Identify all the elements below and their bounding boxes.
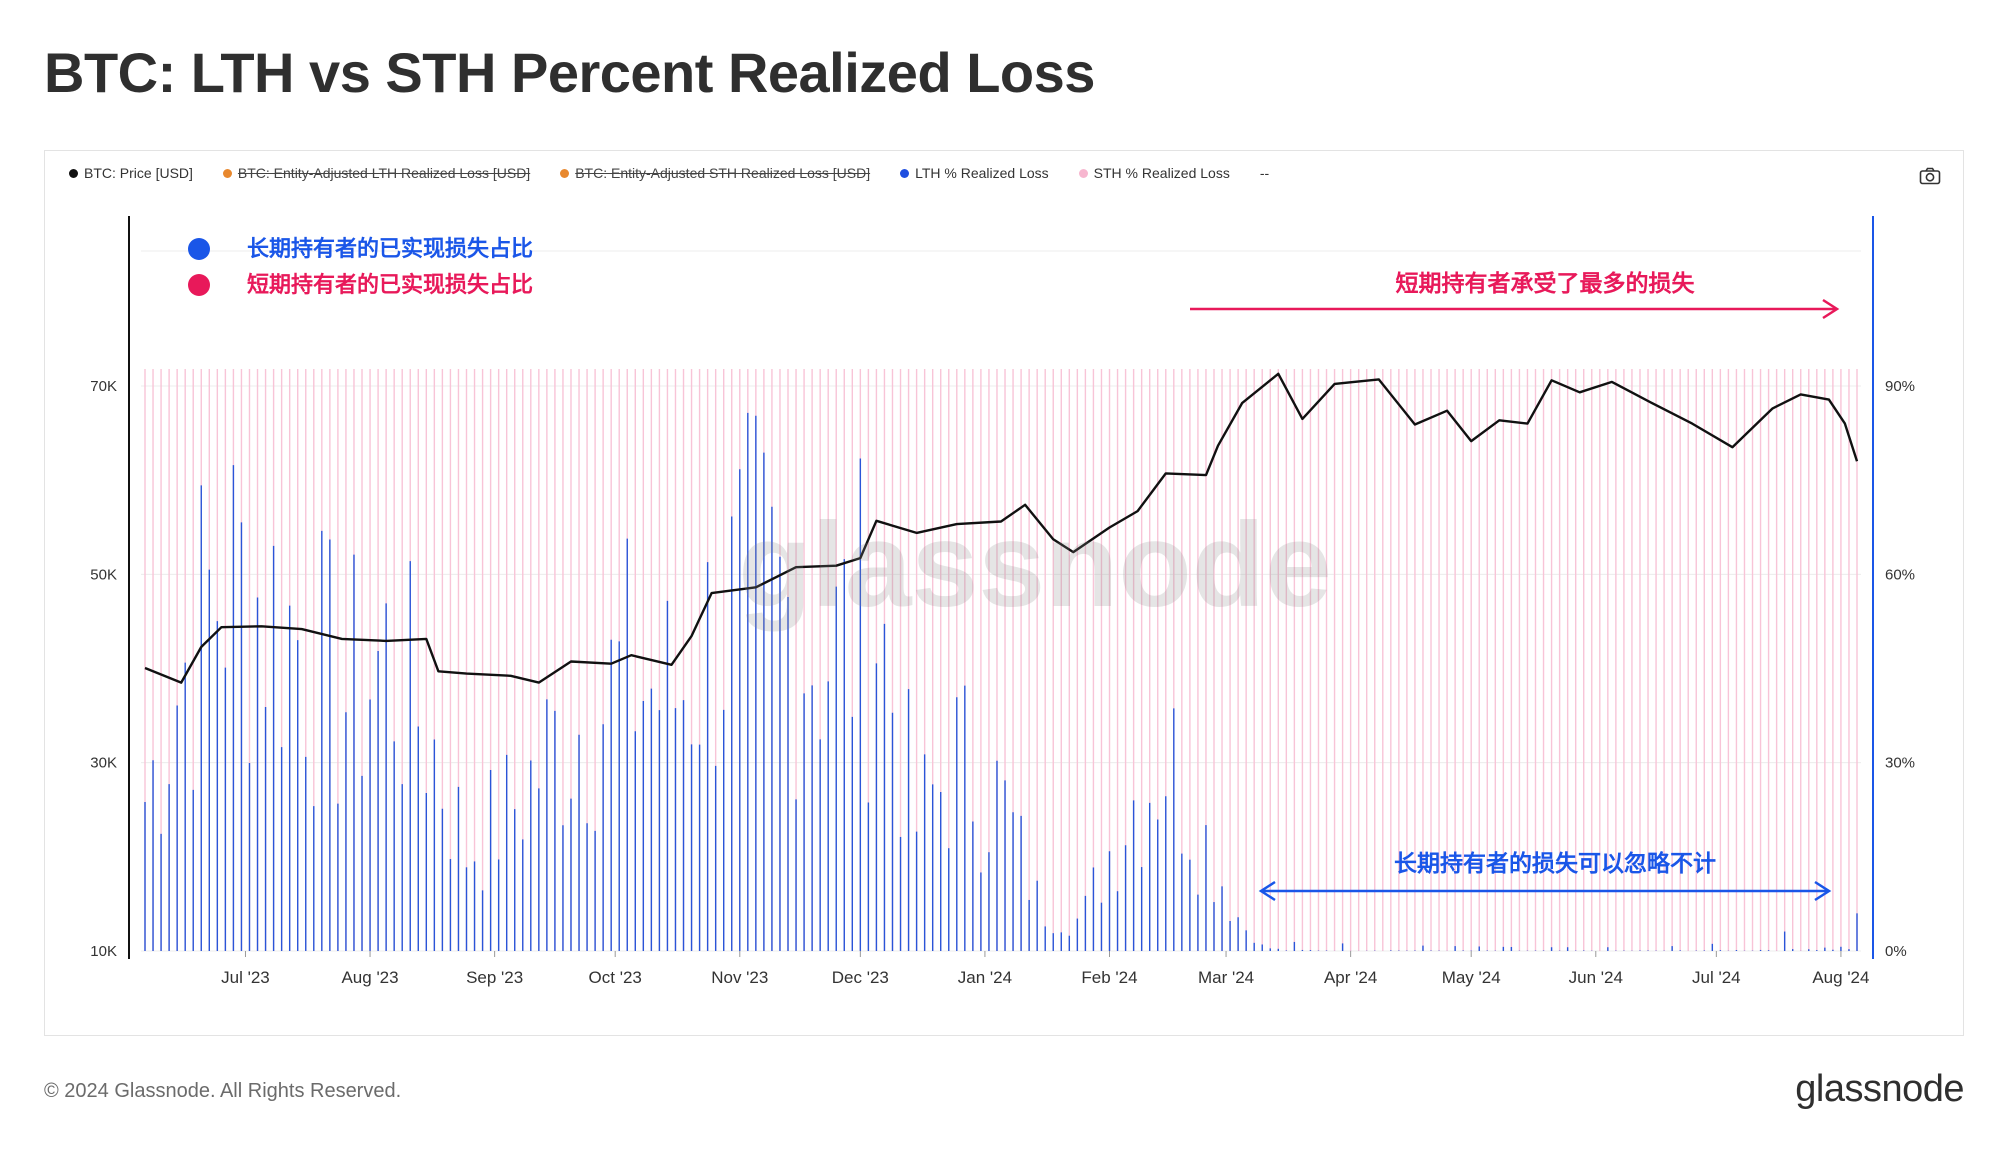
- legend-item[interactable]: --: [1260, 165, 1269, 181]
- legend-swatch: [560, 168, 570, 178]
- watermark: glassnode: [738, 498, 1332, 632]
- y-left-tick-label: 50K: [90, 566, 117, 583]
- legend-label: LTH % Realized Loss: [915, 165, 1049, 181]
- legend-item[interactable]: BTC: Entity-Adjusted LTH Realized Loss […: [222, 165, 531, 181]
- x-tick-label: Apr '24: [1324, 968, 1377, 987]
- x-tick-label: Aug '24: [1812, 968, 1869, 987]
- sth-marker-dot: [188, 274, 210, 296]
- legend-item[interactable]: STH % Realized Loss: [1078, 165, 1230, 181]
- lth-arrow-head-right: [1814, 880, 1832, 902]
- y-right-tick-label: 0%: [1885, 943, 1907, 960]
- legend-item[interactable]: LTH % Realized Loss: [900, 165, 1049, 181]
- sth-arrow-head: [1822, 298, 1840, 320]
- copyright-text: © 2024 Glassnode. All Rights Reserved.: [44, 1080, 402, 1102]
- x-tick-label: Oct '23: [589, 968, 642, 987]
- legend-label: STH % Realized Loss: [1093, 165, 1230, 181]
- price-line: [144, 372, 1859, 684]
- x-tick-label: Aug '23: [341, 968, 398, 987]
- y-right-tick-label: 30%: [1885, 755, 1915, 772]
- legend-label: --: [1259, 165, 1270, 181]
- x-tick-label: Jan '24: [958, 968, 1012, 987]
- camera-icon[interactable]: [1919, 167, 1941, 185]
- y-left-tick-label: 70K: [90, 378, 117, 395]
- x-tick-label: Mar '24: [1198, 968, 1254, 987]
- lth-arrow-head-left: [1258, 880, 1276, 902]
- x-tick-label: Jun '24: [1569, 968, 1623, 987]
- chart-plot: 70K 50K 30K 10K 90% 60% 30% 0% Jul '23 Aug '23 Sep…: [90, 216, 1915, 987]
- legend-label: BTC: Entity-Adjusted STH Realized Loss […: [575, 165, 871, 181]
- legend-swatch: [900, 168, 910, 178]
- x-tick-label: Dec '23: [832, 968, 889, 987]
- legend-swatch: [222, 168, 232, 178]
- legend-label: BTC: Price [USD]: [84, 165, 193, 181]
- chart-legend: BTC: Price [USD] BTC: Entity-Adjusted LTH…: [69, 165, 1269, 181]
- legend-item[interactable]: BTC: Entity-Adjusted STH Realized Loss […: [560, 165, 870, 181]
- x-tick-label: Jul '24: [1692, 968, 1741, 987]
- legend-item[interactable]: BTC: Price [USD]: [69, 165, 193, 181]
- sth-annotation-label: 短期持有者的已实现损失占比: [247, 272, 533, 297]
- legend-swatch: [69, 168, 78, 178]
- lth-annotation-label: 长期持有者的已实现损失占比: [247, 236, 533, 261]
- y-right-tick-label: 60%: [1885, 566, 1915, 583]
- x-tick-label: Nov '23: [711, 968, 768, 987]
- glassnode-logo[interactable]: glassnode: [1795, 1068, 1964, 1110]
- x-tick-label: Jul '23: [221, 968, 270, 987]
- x-tick-label: Feb '24: [1081, 968, 1137, 987]
- y-left-tick-label: 30K: [90, 755, 117, 772]
- chart-panel: BTC: Price [USD] BTC: Entity-Adjusted LTH…: [44, 150, 1964, 1036]
- legend-label: BTC: Entity-Adjusted LTH Realized Loss […: [237, 165, 531, 181]
- x-tick-label: Sep '23: [466, 968, 523, 987]
- y-right-tick-label: 90%: [1885, 378, 1915, 395]
- sth-arrow-label: 短期持有者承受了最多的损失: [1396, 270, 1696, 296]
- page-title: BTC: LTH vs STH Percent Realized Loss: [44, 41, 1095, 104]
- legend-swatch: [1078, 168, 1088, 178]
- x-tick-label: May '24: [1442, 968, 1501, 987]
- lth-arrow-label: 长期持有者的损失可以忽略不计: [1394, 850, 1716, 876]
- y-left-tick-label: 10K: [90, 943, 117, 960]
- lth-marker-dot: [188, 238, 210, 260]
